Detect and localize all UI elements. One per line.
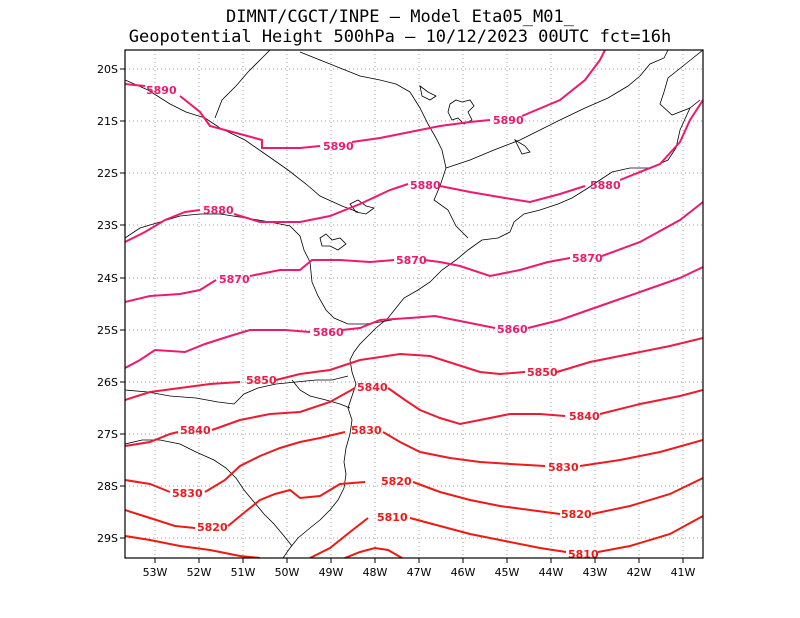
lon-labels: 53W 52W 51W 50W 49W 48W 47W 46W 45W 44W … <box>143 566 696 579</box>
contour-5850 <box>125 337 703 401</box>
lon-label: 46W <box>451 566 476 579</box>
lon-label: 52W <box>187 566 212 579</box>
contour-label: 5830 <box>172 487 203 500</box>
contour-label: 5840 <box>357 381 388 394</box>
lon-label: 45W <box>495 566 520 579</box>
lat-label: 24S <box>97 272 118 285</box>
contour-label: 5810 <box>377 511 408 524</box>
contour-label: 5890 <box>493 114 524 127</box>
contour-5860 <box>125 266 703 369</box>
contour-label: 5830 <box>351 424 382 437</box>
contour-label: 5870 <box>396 254 427 267</box>
contour-5890 <box>125 50 606 149</box>
contour-label: 5850 <box>246 374 277 387</box>
contour-label: 5890 <box>146 84 177 97</box>
lat-axis <box>120 68 125 539</box>
contour-5880 <box>125 99 703 243</box>
lat-label: 27S <box>97 428 118 441</box>
lat-label: 25S <box>97 324 118 337</box>
lon-axis <box>154 558 684 563</box>
lon-label: 51W <box>231 566 256 579</box>
contour-5840 <box>125 387 703 447</box>
grid-lines <box>125 50 703 558</box>
lat-label: 29S <box>97 532 118 545</box>
contour-label: 5820 <box>381 475 412 488</box>
map-title-line2: Geopotential Height 500hPa – 10/12/2023 … <box>128 27 672 47</box>
lat-label: 21S <box>97 115 118 128</box>
contour-5830 <box>125 431 703 493</box>
lat-label: 28S <box>97 480 118 493</box>
contour-5820 <box>125 477 703 529</box>
contour-label: 5880 <box>590 179 621 192</box>
contour-5810-closed <box>342 546 403 558</box>
map-title-line1: DIMNT/CGCT/INPE – Model Eta05_M01_ <box>226 7 574 27</box>
contour-label: 5820 <box>197 521 228 534</box>
contour-label: 5810 <box>568 548 599 561</box>
contour-label: 5880 <box>410 179 441 192</box>
contour-label: 5820 <box>561 508 592 521</box>
lon-label: 47W <box>407 566 432 579</box>
contour-label: 5880 <box>203 204 234 217</box>
lat-label: 26S <box>97 376 118 389</box>
lat-label: 22S <box>97 167 118 180</box>
contour-label: 5890 <box>323 140 354 153</box>
contour-5810 <box>125 515 703 558</box>
lon-label: 49W <box>319 566 344 579</box>
lon-label: 53W <box>143 566 168 579</box>
lon-label: 41W <box>671 566 696 579</box>
contour-label: 5830 <box>548 461 579 474</box>
lon-label: 42W <box>627 566 652 579</box>
lon-label: 44W <box>539 566 564 579</box>
contour-5870 <box>125 201 703 303</box>
lon-label: 43W <box>583 566 608 579</box>
lon-label: 50W <box>275 566 300 579</box>
lat-label: 20S <box>97 63 118 76</box>
contour-label: 5870 <box>572 252 603 265</box>
contour-label: 5860 <box>497 323 528 336</box>
contour-label: 5870 <box>219 273 250 286</box>
contour-label: 5860 <box>313 326 344 339</box>
lat-labels: 20S 21S 22S 23S 24S 25S 26S 27S 28S 29S <box>97 63 118 545</box>
contour-label: 5850 <box>527 366 558 379</box>
contour-labels: 5890 5890 5890 5880 5880 5880 5870 5870 … <box>146 84 621 561</box>
contour-label: 5840 <box>569 410 600 423</box>
contour-label: 5840 <box>180 424 211 437</box>
contour-lines <box>125 50 703 558</box>
plot-frame <box>124 49 704 559</box>
lon-label: 48W <box>363 566 388 579</box>
lat-label: 23S <box>97 219 118 232</box>
coastline-borders <box>125 50 703 558</box>
